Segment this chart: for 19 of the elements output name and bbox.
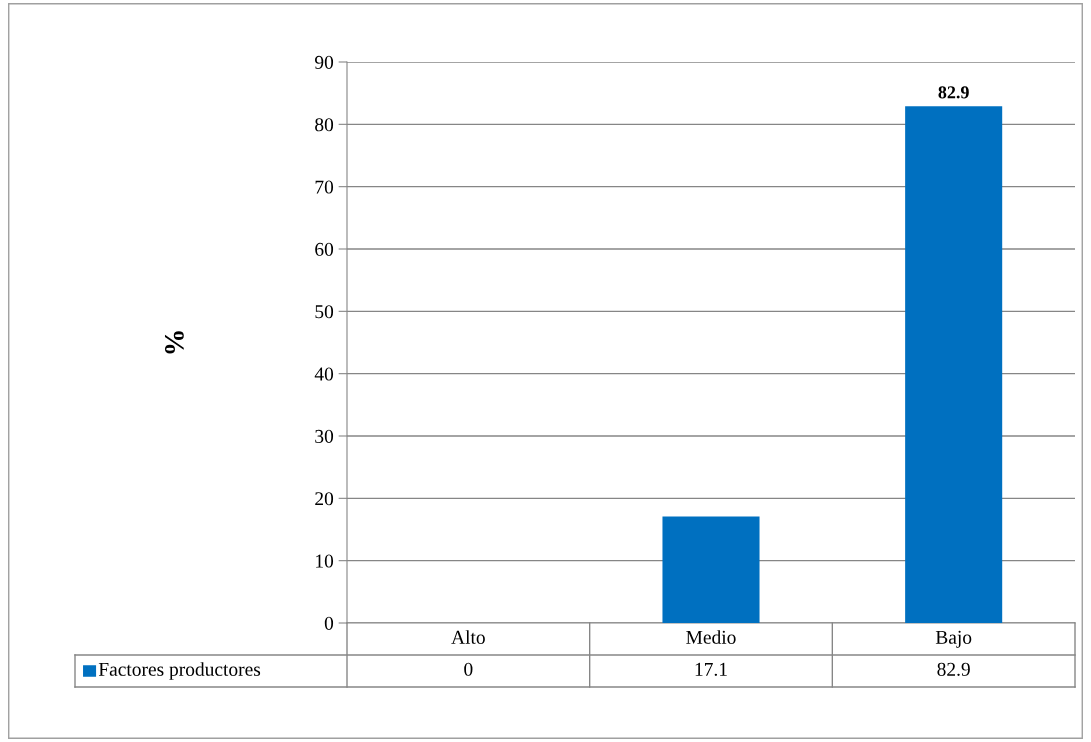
y-axis-title: % bbox=[164, 331, 184, 354]
x-tick-label: Bajo bbox=[935, 630, 972, 648]
y-tick-label: 90 bbox=[314, 55, 334, 69]
y-tick-label: 80 bbox=[315, 118, 334, 132]
y-tick-label: 10 bbox=[316, 554, 334, 568]
y-tick-label: 30 bbox=[315, 429, 334, 443]
data-label: 0 bbox=[464, 662, 473, 676]
data-label: 82.9 bbox=[937, 662, 970, 676]
y-tick-label: 40 bbox=[314, 367, 334, 381]
y-tick-label: 60 bbox=[315, 242, 334, 256]
y-tick-label: 50 bbox=[315, 305, 334, 319]
y-tick-label: 20 bbox=[315, 492, 334, 506]
y-tick-label: 0 bbox=[324, 616, 334, 630]
data-label: 17.1 bbox=[695, 662, 727, 676]
x-tick-label: Alto bbox=[451, 630, 485, 644]
legend-label: Factores productores bbox=[98, 662, 261, 680]
x-tick-label: Medio bbox=[686, 630, 736, 644]
annotation: 82.9 bbox=[938, 86, 969, 99]
y-tick-label: 70 bbox=[315, 180, 334, 194]
